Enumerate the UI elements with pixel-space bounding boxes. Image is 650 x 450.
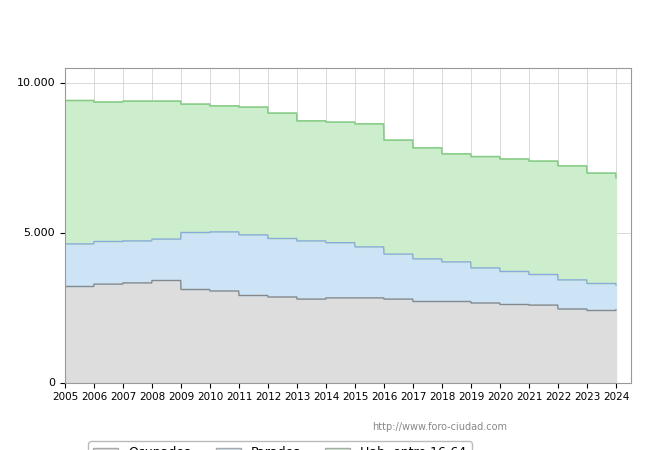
- Text: Béjar - Evolucion de la poblacion en edad de Trabajar Mayo de 2024: Béjar - Evolucion de la poblacion en eda…: [75, 19, 575, 35]
- Text: http://www.foro-ciudad.com: http://www.foro-ciudad.com: [372, 422, 507, 432]
- Legend: Ocupados, Parados, Hab. entre 16-64: Ocupados, Parados, Hab. entre 16-64: [88, 441, 472, 450]
